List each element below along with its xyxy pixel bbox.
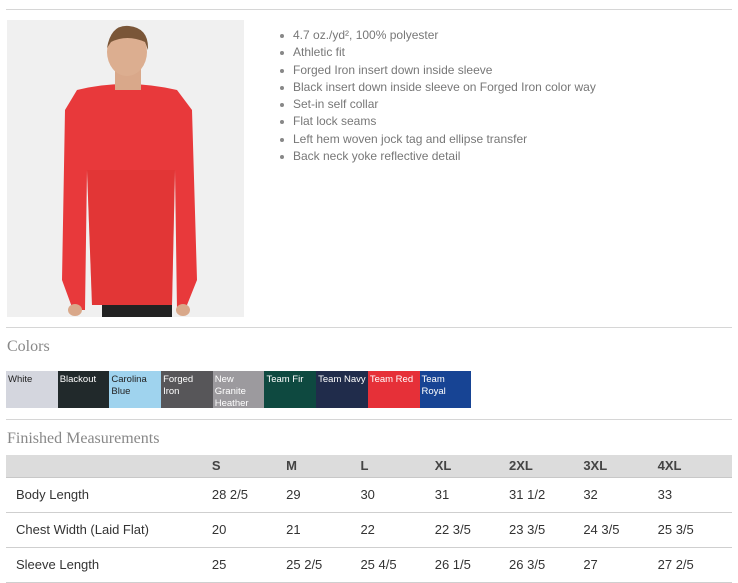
color-swatch[interactable]: Blackout: [57, 371, 110, 408]
feature-item: Black insert down inside sleeve on Forge…: [280, 79, 596, 96]
row-label: Sleeve Length: [6, 547, 212, 583]
measurement-cell: 29: [286, 477, 361, 513]
color-swatch[interactable]: Team Royal: [419, 371, 472, 408]
divider: [6, 327, 732, 328]
table-row: Body Length 28 2/5 29 30 31 31 1/2 32 33: [6, 477, 732, 513]
size-header: 4XL: [657, 455, 732, 478]
header-blank: [6, 455, 212, 478]
row-label: Chest Width (Laid Flat): [6, 512, 212, 548]
measurement-cell: 31: [434, 477, 510, 513]
measurement-cell: 27: [583, 547, 658, 583]
measurement-cell: 22: [360, 512, 435, 548]
size-header: L: [360, 455, 435, 478]
divider: [6, 9, 732, 10]
size-header: 2XL: [509, 455, 584, 478]
feature-item: Left hem woven jock tag and ellipse tran…: [280, 131, 596, 148]
measurement-cell: 32: [583, 477, 658, 513]
product-image: [7, 20, 244, 317]
color-swatch[interactable]: Team Navy: [316, 371, 368, 408]
colors-heading: Colors: [7, 338, 50, 355]
measurement-cell: 30: [360, 477, 435, 513]
table-row: Sleeve Length 25 25 2/5 25 4/5 26 1/5 26 3/5 2…: [6, 547, 732, 583]
measurement-cell: 25 2/5: [286, 547, 361, 583]
color-swatch[interactable]: Team Red: [367, 371, 420, 408]
table-row: Chest Width (Laid Flat) 20 21 22 22 3/5 23 3/…: [6, 512, 732, 548]
size-header: M: [286, 455, 361, 478]
measurement-cell: 25 4/5: [360, 547, 435, 583]
measurement-cell: 26 1/5: [434, 547, 510, 583]
size-header: 3XL: [583, 455, 658, 478]
measurement-cell: 27 2/5: [657, 547, 732, 583]
measurement-cell: 33: [657, 477, 732, 513]
measurements-heading: Finished Measurements: [7, 430, 160, 447]
color-swatch[interactable]: Team Fir: [264, 371, 317, 408]
color-swatch[interactable]: New Granite Heather: [212, 371, 265, 408]
color-swatches: White Blackout Carolina Blue Forged Iron New…: [6, 371, 472, 408]
feature-item: Athletic fit: [280, 44, 596, 61]
feature-item: Forged Iron insert down inside sleeve: [280, 62, 596, 79]
feature-list: 4.7 oz./yd², 100% polyester Athletic fit F…: [280, 27, 596, 165]
table-header: S M L XL 2XL 3XL 4XL: [6, 455, 732, 478]
feature-item: Back neck yoke reflective detail: [280, 148, 596, 165]
measurement-cell: 20: [211, 512, 287, 548]
measurement-cell: 26 3/5: [509, 547, 584, 583]
measurement-cell: 21: [286, 512, 361, 548]
size-header: S: [211, 455, 287, 478]
size-header: XL: [434, 455, 510, 478]
measurements-table: S M L XL 2XL 3XL 4XL Body Length 28 2/5 29 30 31 31…: [6, 455, 732, 583]
measurement-cell: 23 3/5: [509, 512, 584, 548]
row-label: Body Length: [6, 477, 212, 513]
feature-item: 4.7 oz./yd², 100% polyester: [280, 27, 596, 44]
measurement-cell: 22 3/5: [434, 512, 510, 548]
color-swatch[interactable]: White: [6, 371, 58, 408]
divider: [6, 419, 732, 420]
feature-item: Set-in self collar: [280, 96, 596, 113]
measurement-cell: 28 2/5: [211, 477, 287, 513]
feature-item: Flat lock seams: [280, 113, 596, 130]
color-swatch[interactable]: Forged Iron: [161, 371, 213, 408]
measurement-cell: 31 1/2: [509, 477, 584, 513]
measurement-cell: 24 3/5: [583, 512, 658, 548]
color-swatch[interactable]: Carolina Blue: [109, 371, 162, 408]
measurement-cell: 25 3/5: [657, 512, 732, 548]
measurement-cell: 25: [211, 547, 287, 583]
